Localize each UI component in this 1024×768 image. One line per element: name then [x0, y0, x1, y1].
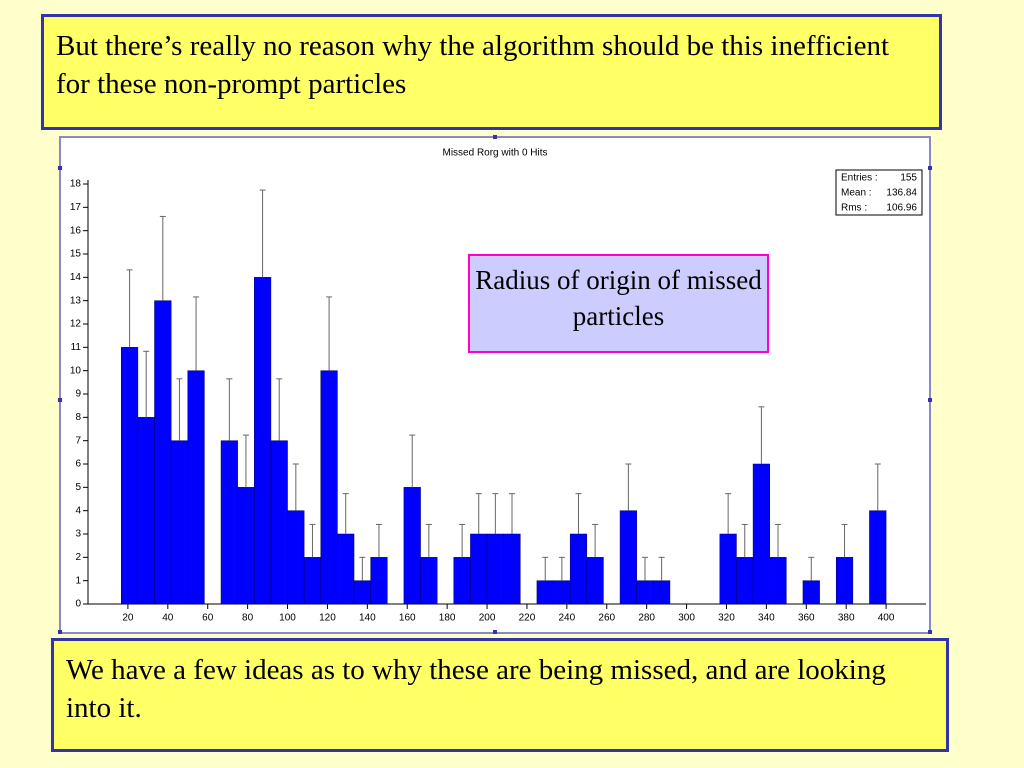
x-tick-label: 60: [202, 613, 214, 624]
x-tick-label: 300: [678, 613, 695, 624]
bar: [636, 580, 654, 605]
bar: [353, 580, 371, 605]
chart-title: Missed Rorg with 0 Hits: [442, 148, 547, 159]
x-tick-label: 380: [838, 613, 855, 624]
x-tick-label: 140: [359, 613, 376, 624]
stats-box: [835, 169, 923, 216]
bar: [769, 557, 787, 605]
bar: [420, 557, 438, 605]
frame-handle: [928, 166, 932, 170]
bar: [802, 580, 820, 605]
bar: [254, 277, 272, 605]
x-tick-label: 180: [439, 613, 456, 624]
bar: [287, 510, 305, 605]
x-tick-label: 220: [519, 613, 536, 624]
frame-handle: [58, 398, 62, 402]
y-tick-label: 4: [75, 505, 81, 516]
y-tick-label: 3: [75, 529, 81, 540]
x-tick-label: 40: [162, 613, 174, 624]
bar: [752, 463, 770, 605]
stats-value: 155: [900, 173, 917, 184]
frame-handle: [493, 630, 497, 634]
y-tick-label: 16: [70, 225, 82, 236]
y-tick-label: 17: [70, 202, 82, 213]
bar: [653, 580, 671, 605]
frame-handle: [928, 630, 932, 634]
bar: [835, 557, 854, 605]
header-text: But there’s really no reason why the alg…: [56, 30, 890, 100]
stats-label: Rms :: [841, 203, 867, 214]
stats-value: 106.96: [886, 203, 917, 214]
bar: [320, 370, 338, 605]
x-tick-label: 80: [242, 613, 254, 624]
y-tick-label: 10: [70, 365, 82, 376]
stats-label: Entries :: [841, 173, 878, 184]
bar: [137, 417, 155, 605]
bar: [619, 510, 637, 605]
y-tick-label: 14: [70, 272, 82, 283]
stats-value: 136.84: [886, 188, 917, 199]
bar: [237, 487, 255, 605]
y-tick-label: 12: [70, 319, 82, 330]
y-tick-label: 11: [71, 342, 82, 353]
x-tick-label: 340: [758, 613, 775, 624]
y-tick-label: 2: [75, 552, 81, 563]
x-tick-label: 100: [279, 613, 296, 624]
frame-handle: [928, 398, 932, 402]
bar: [337, 533, 355, 605]
y-tick-label: 15: [70, 249, 82, 260]
bar: [470, 533, 488, 605]
bar: [370, 557, 388, 605]
x-tick-label: 260: [598, 613, 615, 624]
stats-label: Mean :: [841, 188, 872, 199]
annotation: Radius of origin of missed particles: [475, 265, 762, 331]
bar: [869, 510, 887, 605]
bar: [486, 533, 504, 605]
x-tick-label: 200: [479, 613, 496, 624]
bar: [453, 557, 471, 605]
bar: [719, 533, 737, 605]
bar: [553, 580, 571, 605]
annotation-holder: Radius of origin of missed particles: [475, 265, 762, 331]
x-tick-label: 400: [878, 613, 895, 624]
y-tick-label: 13: [70, 295, 82, 306]
y-tick-label: 8: [75, 412, 81, 423]
bar: [403, 487, 421, 605]
bar: [154, 300, 172, 605]
bar: [536, 580, 554, 605]
x-tick-label: 360: [798, 613, 815, 624]
bar: [503, 533, 521, 605]
frame-handle: [58, 166, 62, 170]
bar: [586, 557, 604, 605]
x-tick-label: 280: [638, 613, 655, 624]
bar: [187, 370, 205, 605]
bar: [736, 557, 754, 605]
y-tick-label: 18: [70, 179, 82, 190]
x-tick-label: 240: [559, 613, 576, 624]
bar: [303, 557, 322, 605]
x-tick-label: 320: [718, 613, 735, 624]
bar: [170, 440, 189, 605]
footer-text: We have a few ideas as to why these are …: [66, 654, 886, 724]
annotation-box: [468, 254, 769, 353]
y-tick-label: 7: [75, 435, 81, 446]
bar: [121, 347, 139, 605]
footer-box: We have a few ideas as to why these are …: [51, 638, 949, 752]
y-tick-label: 1: [75, 575, 81, 586]
frame-handle: [493, 135, 497, 139]
x-tick-label: 120: [319, 613, 336, 624]
y-tick-label: 0: [75, 599, 81, 610]
frame-handle: [58, 630, 62, 634]
bar: [569, 533, 588, 605]
x-tick-label: 20: [122, 613, 134, 624]
bar: [220, 440, 238, 605]
y-tick-label: 9: [75, 389, 81, 400]
bar: [270, 440, 288, 605]
header-box: But there’s really no reason why the alg…: [41, 14, 942, 130]
x-tick-label: 160: [399, 613, 416, 624]
y-tick-label: 6: [75, 459, 81, 470]
y-tick-label: 5: [75, 482, 81, 493]
